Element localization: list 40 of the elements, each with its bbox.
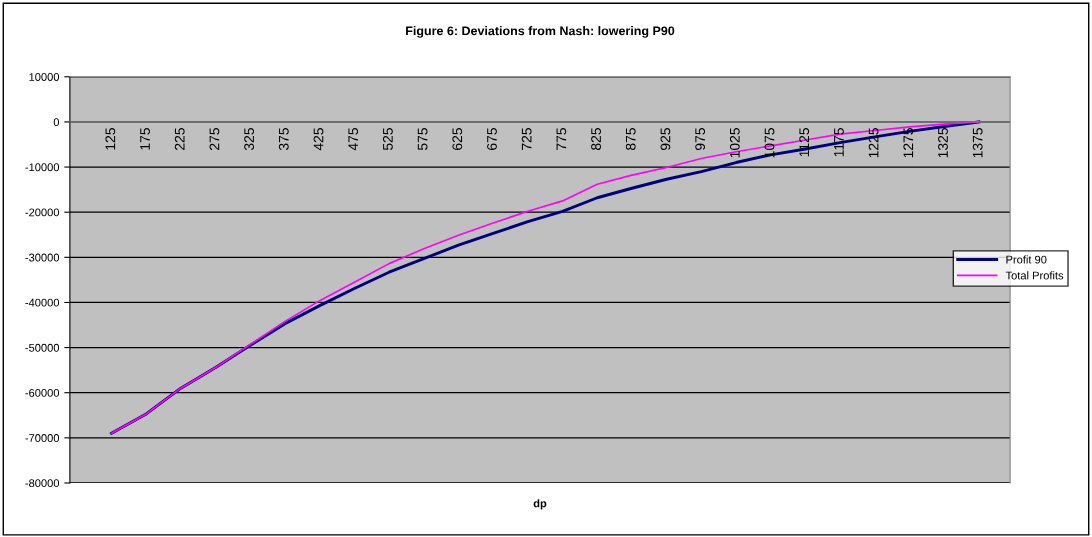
x-tick-label: 275 — [209, 128, 220, 150]
x-tick-label: 825 — [591, 128, 601, 151]
x-tick-label: 625 — [452, 128, 463, 150]
x-tick-label: 675 — [487, 128, 497, 150]
y-tick-label: -30000 — [25, 253, 60, 262]
x-tick-label: 925 — [660, 128, 671, 150]
y-tick-label: 0 — [53, 118, 60, 127]
x-tick-label: 975 — [695, 128, 706, 150]
x-tick-label: 225 — [174, 128, 185, 150]
y-tick-label: -10000 — [25, 163, 60, 172]
x-tick-label: 775 — [556, 128, 567, 150]
x-tick-label: 1075 — [764, 128, 775, 158]
chart-title: Figure 6: Deviations from Nash: lowering P90 — [406, 26, 675, 38]
x-tick-label: 1225 — [868, 128, 879, 158]
y-tick-label: -20000 — [25, 208, 60, 217]
y-tick-label: -60000 — [25, 388, 60, 397]
x-tick-label: 525 — [382, 128, 393, 151]
x-tick-label: 1375 — [972, 128, 983, 158]
y-tick-label: 10000 — [29, 73, 60, 81]
x-tick-label: 1025 — [729, 128, 740, 158]
x-tick-label: 1125 — [799, 128, 810, 157]
legend-label: Profit 90 — [1006, 255, 1047, 264]
x-tick-label: 1325 — [938, 128, 948, 158]
y-tick-label: -50000 — [25, 343, 60, 352]
x-tick-label: 375 — [278, 128, 289, 151]
x-tick-label: 425 — [313, 128, 324, 151]
legend-label: Total Profits — [1005, 271, 1064, 280]
x-tick-label: 1175 — [834, 128, 844, 157]
x-tick-label: 725 — [521, 128, 532, 150]
x-tick-label: 575 — [417, 128, 428, 151]
y-tick-label: -70000 — [25, 434, 60, 442]
y-tick-label: -80000 — [25, 479, 60, 488]
x-tick-label: 475 — [348, 128, 359, 151]
x-tick-label: 875 — [625, 128, 636, 151]
x-tick-label: 1275 — [903, 128, 914, 158]
x-tick-label: 125 — [105, 128, 116, 150]
x-tick-label: 325 — [244, 128, 255, 151]
y-tick-label: -40000 — [25, 298, 60, 307]
x-tick-label: 175 — [140, 128, 150, 150]
x-axis-title: dp — [533, 499, 547, 510]
